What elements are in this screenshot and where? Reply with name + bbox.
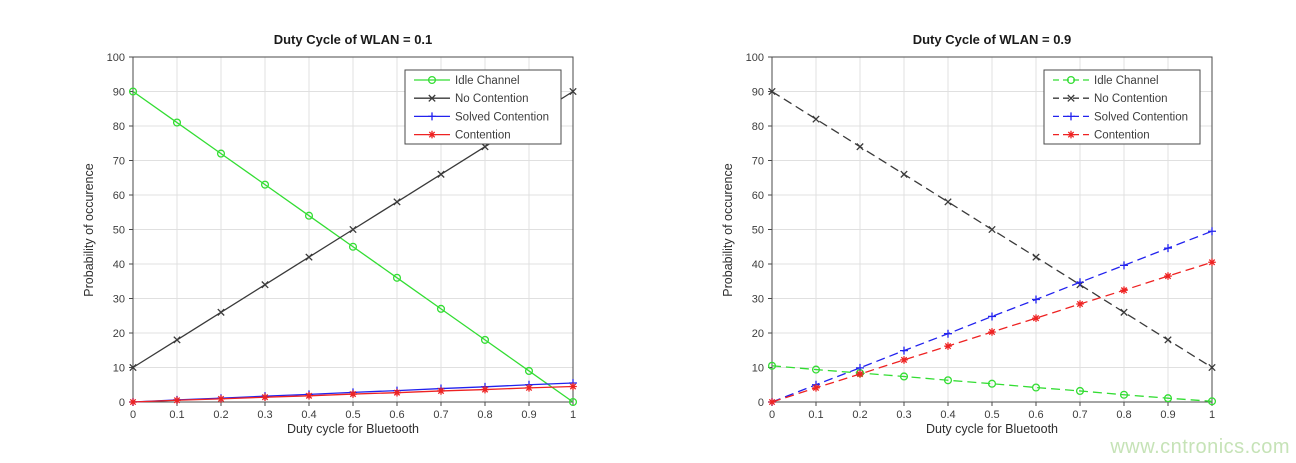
x-tick-label: 0.4 xyxy=(940,409,955,421)
x-tick-label: 0.2 xyxy=(213,409,228,421)
legend-label: Solved Contention xyxy=(1094,111,1188,123)
legend-label: Idle Channel xyxy=(455,75,520,87)
legend: Idle Channel No Contention Solved Contenti… xyxy=(1043,69,1201,145)
legend-box xyxy=(404,69,562,145)
chart-svg-left: 0 0.1 0.2 0.3 0.4 0.5 0.6 0.7 0.8 0.9 101020304050… xyxy=(107,52,578,421)
chart-title-left: Duty Cycle of WLAN = 0.1 xyxy=(273,32,433,47)
x-axis-label-right: Duty cycle for Bluetooth xyxy=(925,422,1058,436)
watermark-text: www.cntronics.com xyxy=(1110,436,1290,458)
y-tick-label: 70 xyxy=(113,156,125,168)
legend-box xyxy=(1043,69,1201,145)
x-tick-label: 0.8 xyxy=(477,409,492,421)
x-tick-label: 0.2 xyxy=(852,409,867,421)
tick-labels: 0 0.1 0.2 0.3 0.4 0.5 0.6 0.7 0.8 0.9 101020304050… xyxy=(107,52,576,421)
chart-svg-right: 0 0.1 0.2 0.3 0.4 0.5 0.6 0.7 0.8 0.9 101020304050… xyxy=(746,52,1217,421)
y-axis-label-right: Probability of occurence xyxy=(721,163,735,297)
series-idle-channel xyxy=(128,87,578,407)
y-tick-label: 50 xyxy=(113,225,125,237)
legend-entry xyxy=(1053,75,1089,85)
y-tick-label: 90 xyxy=(113,87,125,99)
y-tick-label: 70 xyxy=(752,156,764,168)
x-tick-label: 1 xyxy=(1209,409,1215,421)
series-idle-channel xyxy=(767,361,1217,406)
x-tick-label: 0.8 xyxy=(1116,409,1131,421)
legend-entry xyxy=(1053,130,1089,139)
legend-label: No Contention xyxy=(1094,93,1168,105)
y-tick-label: 60 xyxy=(752,190,764,202)
y-tick-label: 50 xyxy=(752,225,764,237)
legend-label: Solved Contention xyxy=(455,111,549,123)
y-tick-label: 40 xyxy=(752,259,764,271)
x-tick-label: 0 xyxy=(769,409,775,421)
legend-entry xyxy=(414,130,450,139)
y-axis-label-left: Probability of occurence xyxy=(82,163,96,297)
y-tick-label: 100 xyxy=(107,52,125,64)
legend-label: Contention xyxy=(1094,130,1150,142)
x-tick-label: 0.5 xyxy=(984,409,999,421)
y-tick-label: 80 xyxy=(752,121,764,133)
y-tick-label: 10 xyxy=(752,363,764,375)
y-tick-label: 20 xyxy=(113,328,125,340)
x-tick-label: 0.3 xyxy=(896,409,911,421)
chart-title-right: Duty Cycle of WLAN = 0.9 xyxy=(912,32,1072,47)
x-tick-label: 0.6 xyxy=(389,409,404,421)
legend-entry xyxy=(1053,94,1089,102)
series-contention xyxy=(768,258,1216,406)
x-tick-label: 0.1 xyxy=(808,409,823,421)
y-tick-label: 90 xyxy=(752,87,764,99)
legend-entry xyxy=(1053,112,1089,121)
x-tick-label: 0.5 xyxy=(345,409,360,421)
x-tick-label: 0.4 xyxy=(301,409,316,421)
x-axis-label-left: Duty cycle for Bluetooth xyxy=(286,422,419,436)
y-tick-label: 100 xyxy=(746,52,764,64)
x-tick-label: 0.7 xyxy=(1072,409,1087,421)
legend-entry xyxy=(414,75,450,85)
y-tick-label: 30 xyxy=(752,294,764,306)
chart-wlan-0-1: 0 0.1 0.2 0.3 0.4 0.5 0.6 0.7 0.8 0.9 1 0 10 20 30 40 50… xyxy=(82,32,578,436)
series-no-contention xyxy=(768,87,1216,372)
x-tick-label: 0.9 xyxy=(1160,409,1175,421)
y-tick-label: 0 xyxy=(119,397,125,409)
y-tick-label: 20 xyxy=(752,328,764,340)
legend-label: Idle Channel xyxy=(1094,75,1159,87)
x-tick-label: 0.6 xyxy=(1028,409,1043,421)
y-tick-label: 60 xyxy=(113,190,125,202)
x-tick-label: 0 xyxy=(130,409,136,421)
x-tick-label: 0.1 xyxy=(169,409,184,421)
legend: Idle Channel No Contention Solved Contenti… xyxy=(404,69,562,145)
y-tick-label: 10 xyxy=(113,363,125,375)
x-tick-label: 1 xyxy=(570,409,576,421)
legend-label: No Contention xyxy=(455,93,529,105)
legend-entry xyxy=(414,94,450,102)
chart-wlan-0-9: 0 0.1 0.2 0.3 0.4 0.5 0.6 0.7 0.8 0.9 1 0 10 20 30 40 50… xyxy=(639,0,1287,463)
x-tick-label: 0.7 xyxy=(433,409,448,421)
x-tick-label: 0.3 xyxy=(257,409,272,421)
legend-label: Contention xyxy=(455,130,511,142)
tick-labels: 0 0.1 0.2 0.3 0.4 0.5 0.6 0.7 0.8 0.9 101020304050… xyxy=(746,52,1215,421)
series-contention xyxy=(129,382,577,406)
x-tick-label: 0.9 xyxy=(521,409,536,421)
legend-entry xyxy=(414,112,450,121)
y-tick-label: 30 xyxy=(113,294,125,306)
y-tick-label: 0 xyxy=(758,397,764,409)
y-tick-label: 40 xyxy=(113,259,125,271)
y-tick-label: 80 xyxy=(113,121,125,133)
